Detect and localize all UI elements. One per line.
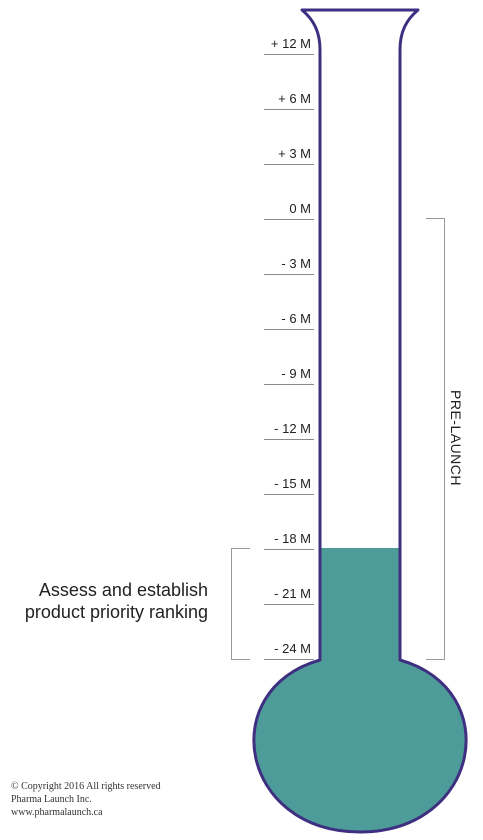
tick-line bbox=[264, 384, 314, 385]
website-link: www.pharmalaunch.ca bbox=[11, 807, 103, 818]
copyright-line: © Copyright 2016 All rights reserved bbox=[11, 781, 161, 792]
tick-label: + 12 M bbox=[270, 36, 311, 51]
tick-line bbox=[264, 54, 314, 55]
tick-line bbox=[264, 164, 314, 165]
tick-line bbox=[264, 439, 314, 440]
tick-label: - 15 M bbox=[274, 476, 311, 491]
tick-label: - 12 M bbox=[274, 421, 311, 436]
pre-launch-bracket bbox=[426, 218, 445, 660]
tick-label: + 6 M bbox=[278, 91, 311, 106]
tick-label: + 3 M bbox=[278, 146, 311, 161]
tick-line bbox=[264, 274, 314, 275]
tick-label: - 18 M bbox=[274, 531, 311, 546]
pre-launch-label: PRE-LAUNCH bbox=[448, 389, 464, 487]
copyright-block: © Copyright 2016 All rights reserved Pha… bbox=[11, 780, 161, 819]
milestone-bracket bbox=[231, 548, 250, 660]
milestone-label: Assess and establish product priority ra… bbox=[24, 580, 208, 622]
tick-label: - 21 M bbox=[274, 586, 311, 601]
company-name: Pharma Launch Inc. bbox=[11, 794, 92, 805]
tick-label: - 9 M bbox=[281, 366, 311, 381]
thermometer-fill bbox=[253, 548, 467, 832]
tick-line bbox=[264, 604, 314, 605]
thermometer-outline bbox=[252, 8, 468, 834]
tick-line bbox=[264, 109, 314, 110]
tick-label: 0 M bbox=[289, 201, 311, 216]
tick-label: - 3 M bbox=[281, 256, 311, 271]
tick-line bbox=[264, 659, 314, 660]
tick-line bbox=[264, 494, 314, 495]
tick-label: - 6 M bbox=[281, 311, 311, 326]
tick-line bbox=[264, 219, 314, 220]
tick-line bbox=[264, 329, 314, 330]
tick-label: - 24 M bbox=[274, 641, 311, 656]
tick-line bbox=[264, 549, 314, 550]
